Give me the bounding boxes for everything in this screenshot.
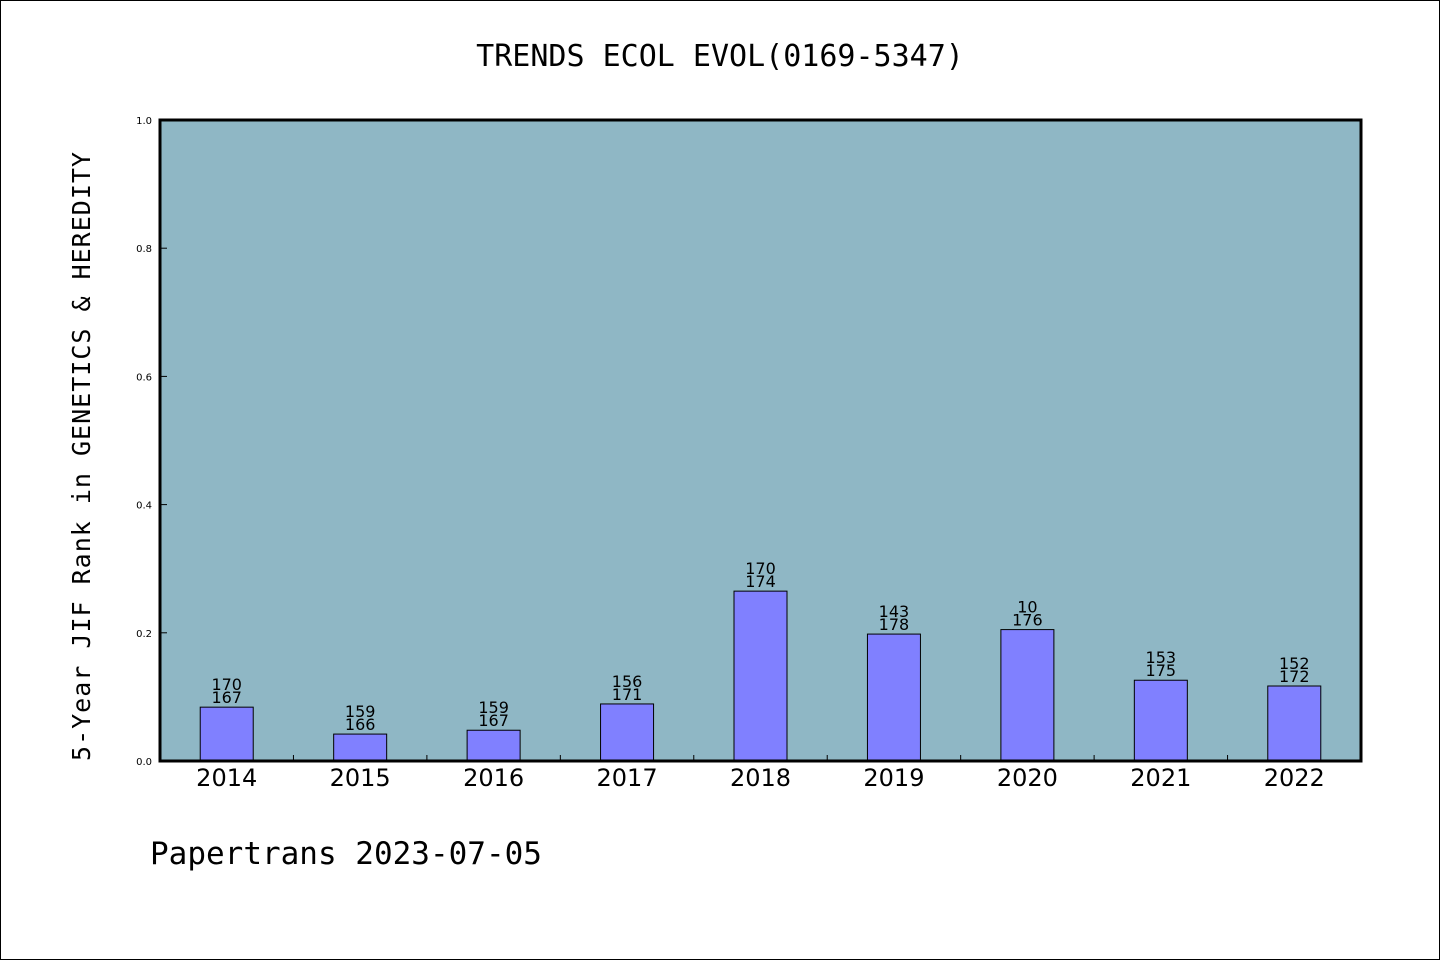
data-label-bottom-2019: 178 xyxy=(879,615,910,634)
y-tick-label: 0.0 xyxy=(136,757,152,768)
data-label-top-2015: 159 xyxy=(345,702,376,721)
data-label-top-2018: 170 xyxy=(745,559,776,578)
y-axis-label: 5-Year JIF Rank in GENETICS & HEREDITY xyxy=(67,151,96,761)
x-tick-label-2019: 2019 xyxy=(863,764,924,792)
data-label-top-2021: 153 xyxy=(1146,648,1177,667)
bar-2016 xyxy=(466,729,521,762)
data-label-top-2019: 143 xyxy=(879,602,910,621)
bar-2022 xyxy=(1267,685,1322,762)
bar-2017 xyxy=(600,703,655,762)
x-tick-label-2022: 2022 xyxy=(1264,764,1325,792)
plot-border xyxy=(158,118,1363,763)
x-tick-label-2017: 2017 xyxy=(597,764,658,792)
x-tick-label-2015: 2015 xyxy=(330,764,391,792)
bar-2019 xyxy=(866,633,921,762)
data-label-bottom-2017: 171 xyxy=(612,685,643,704)
data-label-top-2022: 152 xyxy=(1279,654,1310,673)
bar-2014 xyxy=(199,706,254,762)
data-label-top-2014: 170 xyxy=(211,675,242,694)
data-label-bottom-2022: 172 xyxy=(1279,667,1310,686)
x-ticks-group: 2014 2015 2016 2017 2018 2019 2020 2021 2022 xyxy=(196,755,1325,792)
data-label-bottom-2016: 167 xyxy=(478,711,509,730)
bar-2021 xyxy=(1133,679,1188,762)
data-label-top-2017: 156 xyxy=(612,672,643,691)
data-label-top-2016: 159 xyxy=(478,698,509,717)
bar-2018 xyxy=(733,590,788,762)
x-tick-label-2021: 2021 xyxy=(1130,764,1191,792)
data-label-bottom-2015: 166 xyxy=(345,715,376,734)
y-tick-label: 1.0 xyxy=(136,116,152,127)
y-tick-label: 0.4 xyxy=(136,501,152,512)
x-tick-label-2016: 2016 xyxy=(463,764,524,792)
y-tick-label: 0.8 xyxy=(136,244,152,255)
data-label-top-2020: 10 xyxy=(1017,598,1037,617)
footer-text: Papertrans 2023-07-05 xyxy=(150,836,542,872)
bar-2015 xyxy=(333,733,388,762)
data-label-bottom-2021: 175 xyxy=(1146,661,1177,680)
y-tick-label: 0.2 xyxy=(136,629,152,640)
bars-group: 1701671591661591671561711701741431781017… xyxy=(199,559,1322,762)
x-tick-label-2018: 2018 xyxy=(730,764,791,792)
data-label-bottom-2020: 176 xyxy=(1012,611,1043,630)
x-tick-label-2014: 2014 xyxy=(196,764,257,792)
chart-title: TRENDS ECOL EVOL(0169-5347) xyxy=(476,39,964,74)
x-tick-label-2020: 2020 xyxy=(997,764,1058,792)
data-label-bottom-2018: 174 xyxy=(745,572,776,591)
bar-2020 xyxy=(1000,629,1055,762)
data-label-bottom-2014: 167 xyxy=(211,688,242,707)
y-tick-label: 0.6 xyxy=(136,372,152,383)
